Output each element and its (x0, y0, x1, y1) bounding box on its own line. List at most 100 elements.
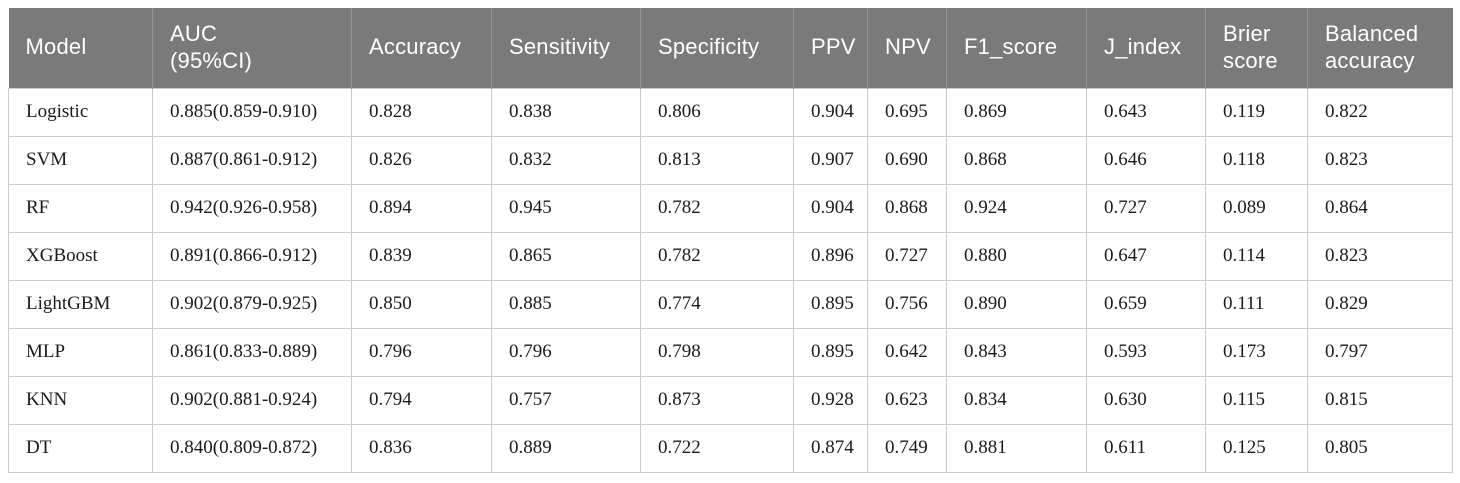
cell-ppv: 0.895 (793, 327, 868, 377)
cell-auc: 0.885(0.859-0.910) (152, 87, 352, 137)
cell-sensitivity: 0.838 (491, 87, 641, 137)
cell-ppv: 0.904 (793, 87, 868, 137)
cell-accuracy: 0.894 (351, 183, 492, 233)
column-header-j_index: J_index (1086, 8, 1206, 88)
table-row-mlp: MLP 0.861(0.833-0.889) 0.796 0.796 0.798 0.89… (8, 327, 1453, 377)
cell-model: XGBoost (8, 231, 153, 281)
cell-f1_score: 0.834 (946, 375, 1087, 425)
column-header-specificity: Specificity (640, 8, 794, 88)
cell-model: RF (8, 183, 153, 233)
table-row-logistic: Logistic 0.885(0.859-0.910) 0.828 0.838 0.80… (8, 87, 1453, 137)
cell-npv: 0.749 (867, 423, 947, 473)
column-header-ppv: PPV (793, 8, 868, 88)
cell-model: DT (8, 423, 153, 473)
cell-auc: 0.891(0.866-0.912) (152, 231, 352, 281)
cell-specificity: 0.806 (640, 87, 794, 137)
cell-sensitivity: 0.832 (491, 135, 641, 185)
cell-auc: 0.840(0.809-0.872) (152, 423, 352, 473)
cell-auc: 0.887(0.861-0.912) (152, 135, 352, 185)
table-row-knn: KNN 0.902(0.881-0.924) 0.794 0.757 0.873 0.92… (8, 375, 1453, 425)
cell-balanced_accuracy: 0.823 (1307, 231, 1453, 281)
cell-f1_score: 0.869 (946, 87, 1087, 137)
cell-brier_score: 0.173 (1205, 327, 1308, 377)
cell-brier_score: 0.115 (1205, 375, 1308, 425)
cell-sensitivity: 0.885 (491, 279, 641, 329)
cell-npv: 0.642 (867, 327, 947, 377)
cell-npv: 0.868 (867, 183, 947, 233)
cell-specificity: 0.873 (640, 375, 794, 425)
cell-accuracy: 0.836 (351, 423, 492, 473)
cell-brier_score: 0.089 (1205, 183, 1308, 233)
cell-specificity: 0.774 (640, 279, 794, 329)
cell-brier_score: 0.114 (1205, 231, 1308, 281)
column-header-model: Model (8, 8, 153, 88)
cell-f1_score: 0.843 (946, 327, 1087, 377)
cell-j_index: 0.593 (1086, 327, 1206, 377)
cell-model: MLP (8, 327, 153, 377)
column-header-accuracy: Accuracy (351, 8, 492, 88)
cell-brier_score: 0.111 (1205, 279, 1308, 329)
cell-auc: 0.902(0.881-0.924) (152, 375, 352, 425)
column-header-npv: NPV (867, 8, 947, 88)
cell-auc: 0.861(0.833-0.889) (152, 327, 352, 377)
column-header-balanced_accuracy: Balanced accuracy (1307, 8, 1453, 88)
table-row-dt: DT 0.840(0.809-0.872) 0.836 0.889 0.722 0.874… (8, 423, 1453, 473)
cell-balanced_accuracy: 0.823 (1307, 135, 1453, 185)
cell-accuracy: 0.839 (351, 231, 492, 281)
cell-f1_score: 0.868 (946, 135, 1087, 185)
cell-f1_score: 0.881 (946, 423, 1087, 473)
column-header-f1_score: F1_score (946, 8, 1087, 88)
cell-accuracy: 0.850 (351, 279, 492, 329)
cell-accuracy: 0.826 (351, 135, 492, 185)
cell-f1_score: 0.890 (946, 279, 1087, 329)
table-row-rf: RF 0.942(0.926-0.958) 0.894 0.945 0.782 0.904… (8, 183, 1453, 233)
cell-balanced_accuracy: 0.805 (1307, 423, 1453, 473)
cell-brier_score: 0.125 (1205, 423, 1308, 473)
cell-ppv: 0.896 (793, 231, 868, 281)
cell-j_index: 0.659 (1086, 279, 1206, 329)
cell-balanced_accuracy: 0.822 (1307, 87, 1453, 137)
cell-npv: 0.756 (867, 279, 947, 329)
table-row-xgboost: XGBoost 0.891(0.866-0.912) 0.839 0.865 0.782… (8, 231, 1453, 281)
table-row-svm: SVM 0.887(0.861-0.912) 0.826 0.832 0.813 0.90… (8, 135, 1453, 185)
cell-specificity: 0.722 (640, 423, 794, 473)
cell-balanced_accuracy: 0.829 (1307, 279, 1453, 329)
cell-f1_score: 0.924 (946, 183, 1087, 233)
cell-balanced_accuracy: 0.797 (1307, 327, 1453, 377)
cell-npv: 0.690 (867, 135, 947, 185)
column-header-brier_score: Brier score (1205, 8, 1308, 88)
cell-model: LightGBM (8, 279, 153, 329)
cell-npv: 0.623 (867, 375, 947, 425)
cell-model: Logistic (8, 87, 153, 137)
cell-auc: 0.902(0.879-0.925) (152, 279, 352, 329)
cell-ppv: 0.895 (793, 279, 868, 329)
cell-sensitivity: 0.865 (491, 231, 641, 281)
column-header-auc: AUC (95%CI) (152, 8, 352, 88)
cell-ppv: 0.874 (793, 423, 868, 473)
cell-balanced_accuracy: 0.864 (1307, 183, 1453, 233)
cell-f1_score: 0.880 (946, 231, 1087, 281)
cell-accuracy: 0.794 (351, 375, 492, 425)
cell-specificity: 0.782 (640, 231, 794, 281)
cell-ppv: 0.904 (793, 183, 868, 233)
cell-ppv: 0.907 (793, 135, 868, 185)
cell-sensitivity: 0.796 (491, 327, 641, 377)
cell-npv: 0.727 (867, 231, 947, 281)
cell-specificity: 0.782 (640, 183, 794, 233)
cell-specificity: 0.798 (640, 327, 794, 377)
cell-accuracy: 0.828 (351, 87, 492, 137)
cell-j_index: 0.646 (1086, 135, 1206, 185)
cell-brier_score: 0.119 (1205, 87, 1308, 137)
cell-sensitivity: 0.889 (491, 423, 641, 473)
cell-j_index: 0.647 (1086, 231, 1206, 281)
cell-model: SVM (8, 135, 153, 185)
model-performance-table: Model AUC (95%CI) Accuracy Sensitivity Speci… (8, 8, 1453, 473)
cell-sensitivity: 0.757 (491, 375, 641, 425)
cell-auc: 0.942(0.926-0.958) (152, 183, 352, 233)
cell-brier_score: 0.118 (1205, 135, 1308, 185)
cell-sensitivity: 0.945 (491, 183, 641, 233)
table-header-row: Model AUC (95%CI) Accuracy Sensitivity Speci… (8, 8, 1453, 88)
table-row-lightgbm: LightGBM 0.902(0.879-0.925) 0.850 0.885 0.77… (8, 279, 1453, 329)
cell-j_index: 0.727 (1086, 183, 1206, 233)
